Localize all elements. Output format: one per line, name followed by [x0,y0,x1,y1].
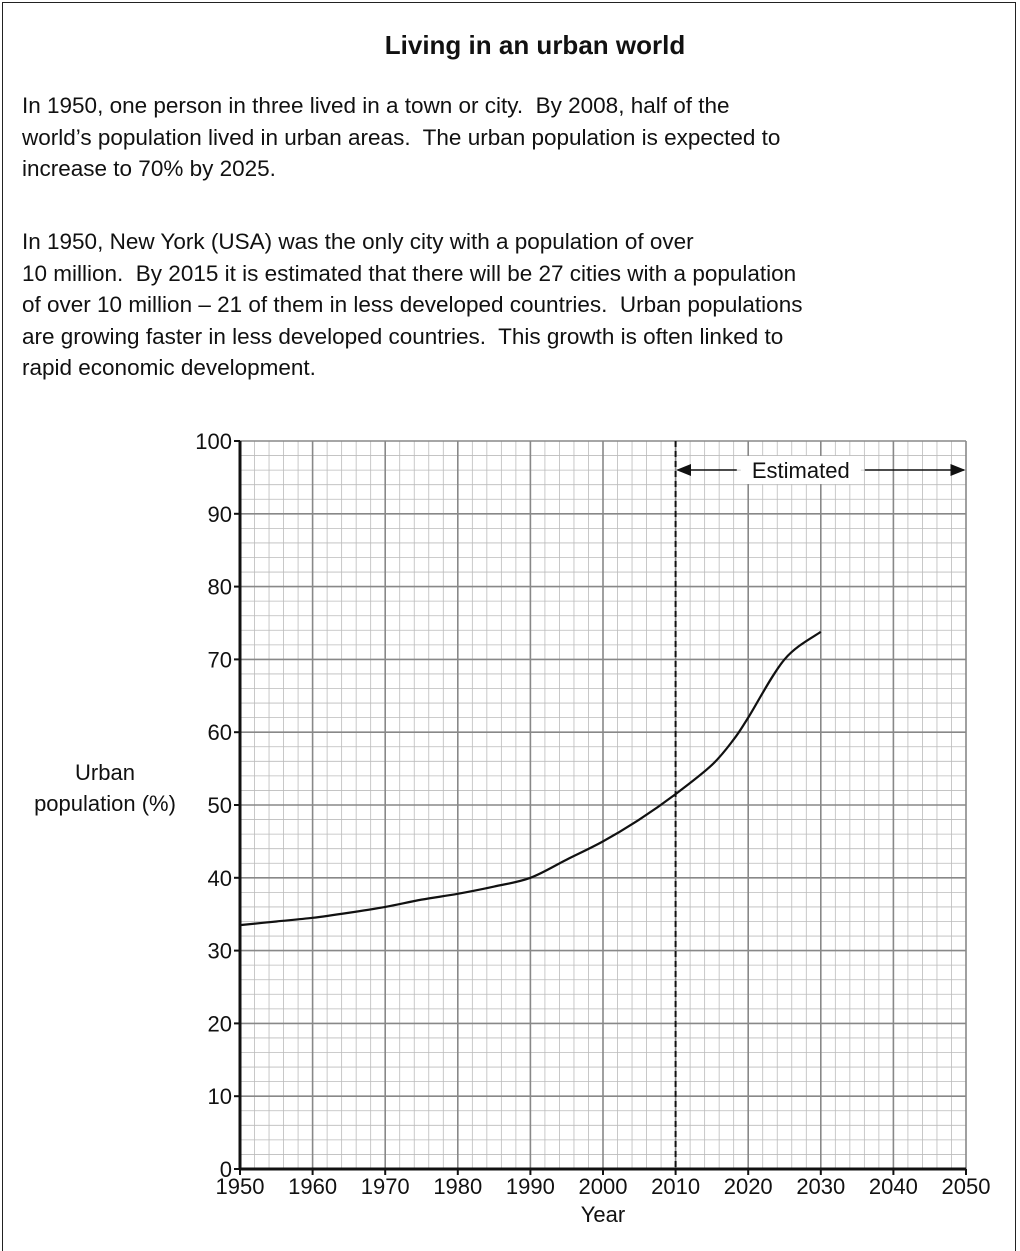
text-line: increase to 70% by 2025. [22,156,276,181]
text-line: of over 10 million – 21 of them in less … [22,292,803,317]
x-tick-label: 1970 [361,1174,410,1199]
x-tick-label: 1980 [433,1174,482,1199]
x-tick-label: 1950 [216,1174,265,1199]
paragraph: In 1950, New York (USA) was the only cit… [22,226,802,384]
label-bg [740,456,861,484]
y-tick-label: 40 [208,866,232,891]
x-axis-label: Year [581,1202,625,1227]
x-tick-label: 2040 [869,1174,918,1199]
paragraph: In 1950, one person in three lived in a … [22,90,780,185]
y-tick-label: 0 [220,1157,232,1182]
y-tick-label: 50 [208,793,232,818]
x-tick-label: 1960 [288,1174,337,1199]
text-line: are growing faster in less developed cou… [22,323,784,349]
x-tick-label: 2020 [724,1174,773,1199]
annotation: Estimated [752,458,850,483]
y-tick-label: 100 [195,429,232,454]
y-tick-label: 90 [208,502,232,527]
y-tick-label: 80 [208,575,232,600]
x-tick-label: 2030 [796,1174,845,1199]
text-line: In 1950, one person in three lived in a … [22,93,730,118]
text-line: In 1950, New York (USA) was the only cit… [22,229,694,254]
y-tick-label: 70 [208,647,232,672]
y-tick-label: 20 [208,1011,232,1036]
y-axis-label: Urban population (%) [34,760,176,816]
title: Living in an urban world [384,30,686,60]
text-line: world’s population lived in urban areas.… [22,124,781,150]
text-line: 10 million. By 2015 it is estimated that… [22,260,797,286]
text-line: rapid economic development. [22,355,316,380]
y-tick-label: 10 [208,1084,232,1109]
x-tick-label: 2010 [651,1174,700,1199]
x-tick-label: 2050 [942,1174,991,1199]
x-tick-label: 2000 [579,1174,628,1199]
y-tick-label: 60 [208,720,232,745]
y-tick-label: 30 [208,939,232,964]
x-tick-label: 1990 [506,1174,555,1199]
data-line [239,630,822,927]
